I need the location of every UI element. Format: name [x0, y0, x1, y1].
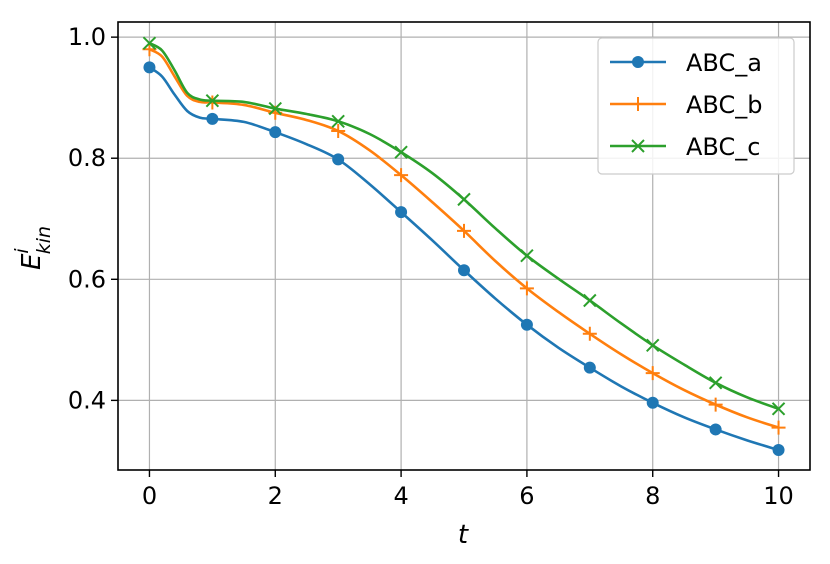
series-abc-a-point: [332, 153, 345, 166]
legend-abc-a-label: ABC_a: [686, 49, 762, 77]
series-abc-c-point: [394, 145, 408, 159]
series-abc-c-point: [142, 36, 157, 50]
series-abc-c-point: [268, 101, 282, 116]
series-abc-a-point: [709, 423, 722, 436]
series-abc-b: [142, 42, 786, 435]
series-abc-c-point: [520, 248, 534, 263]
series-abc-a-point: [206, 112, 219, 125]
series-abc-c-point: [331, 114, 345, 128]
series-abc-b-point: [457, 223, 471, 238]
plot-frame: [117, 21, 811, 471]
x-tick-label: 6: [519, 482, 534, 510]
series-abc-a-point: [583, 361, 596, 374]
series-abc-c-point: [708, 376, 723, 390]
y-tick-label: 0.8: [68, 144, 106, 172]
grid: [118, 22, 810, 470]
series-abc-c-point: [205, 93, 220, 108]
x-tick-label: 2: [268, 482, 283, 510]
ticks: 0 2 4 6 8 10 0.4 0.6 0.8 1.0: [68, 23, 794, 510]
x-axis-label: t: [458, 520, 469, 550]
series-abc-b-point: [205, 95, 220, 110]
series-abc-c: [142, 36, 786, 416]
y-axis-label-sup: i: [11, 248, 33, 254]
series-abc-b-point: [394, 168, 409, 183]
y-tick-label: 0.4: [68, 386, 106, 414]
svg-text:Eikin: Eikin: [11, 226, 55, 270]
series-abc-a-point: [395, 206, 408, 219]
series-abc-a-point: [520, 318, 533, 331]
y-tick-label: 1.0: [68, 23, 106, 51]
legend-abc-c-point: [631, 139, 645, 153]
series-abc-a-point: [772, 444, 785, 457]
series-abc-b-point: [771, 420, 786, 435]
legend-abc-a: ABC_a: [610, 49, 762, 77]
series-abc-c-point: [457, 192, 471, 207]
x-tick-label: 4: [393, 482, 408, 510]
series-abc-c-point: [583, 293, 597, 308]
x-tick-label: 10: [763, 482, 794, 510]
legend-abc-c-label: ABC_c: [686, 133, 760, 161]
legend-abc-b-label: ABC_b: [686, 91, 762, 119]
series-abc-b-point: [708, 397, 723, 412]
series-abc-b-line: [148, 48, 779, 429]
series-abc-a-point: [269, 126, 282, 139]
series-abc-a: [143, 61, 785, 457]
series-abc-b-point: [645, 366, 660, 381]
series-group: [142, 36, 786, 457]
legend: ABC_a ABC_b ABC_c: [597, 37, 795, 175]
x-tick-label: 0: [142, 482, 157, 510]
series-abc-a-point: [646, 396, 659, 409]
x-tick-label: 8: [645, 482, 660, 510]
legend-abc-c: ABC_c: [610, 133, 760, 161]
y-tick-label: 0.6: [68, 265, 106, 293]
legend-abc-b-point: [631, 97, 645, 111]
series-abc-b-point: [582, 326, 597, 341]
series-abc-c-point: [646, 338, 660, 352]
legend-abc-a-point: [632, 56, 644, 68]
legend-box: [597, 37, 795, 175]
y-axis-label: Eikin: [11, 226, 55, 270]
series-abc-c-point: [771, 402, 786, 416]
series-abc-b-point: [519, 281, 534, 296]
y-axis-label-sub: kin: [33, 226, 55, 254]
series-abc-a-point: [458, 264, 470, 277]
y-axis-label-base: E: [17, 253, 47, 270]
series-abc-a-point: [143, 61, 156, 74]
series-abc-b-point: [331, 123, 346, 138]
legend-abc-b: ABC_b: [610, 91, 762, 119]
